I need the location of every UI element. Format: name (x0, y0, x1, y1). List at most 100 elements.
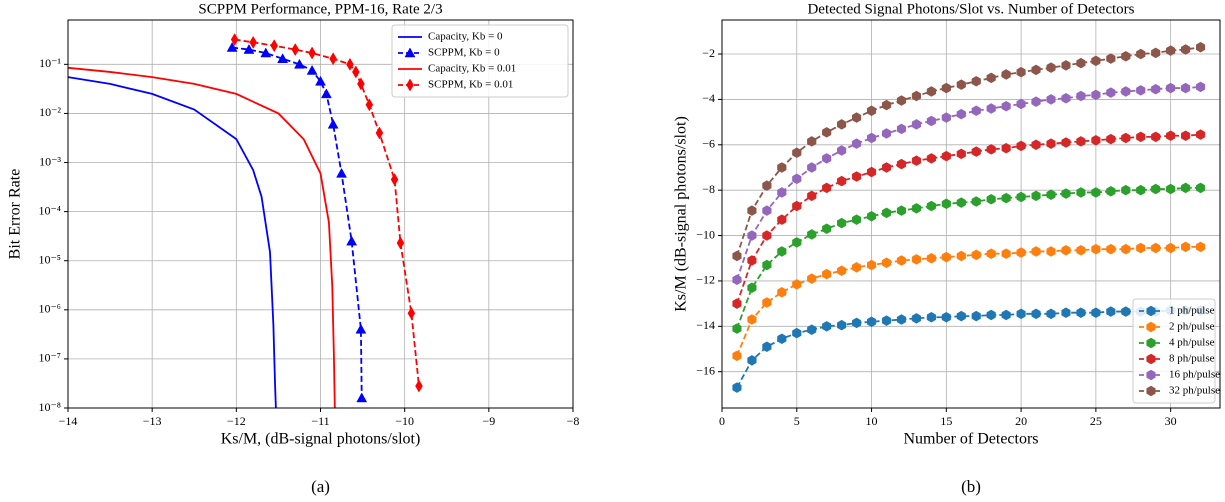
marker (852, 112, 862, 123)
caption: (a) (311, 477, 330, 496)
marker (762, 297, 772, 308)
marker (837, 145, 847, 156)
marker (866, 132, 877, 144)
marker (762, 341, 772, 353)
marker (230, 33, 239, 47)
marker (1166, 242, 1176, 254)
marker (956, 250, 966, 262)
marker (747, 230, 757, 241)
marker (415, 379, 423, 393)
marker (807, 190, 817, 202)
marker (1091, 243, 1101, 255)
marker (1031, 96, 1041, 107)
marker (747, 255, 757, 266)
y-tick-label: −2 (702, 46, 715, 60)
marker (1061, 92, 1071, 104)
x-axis-label: Ks/M, (dB-signal photons/slot) (221, 431, 421, 448)
plot-area (68, 33, 423, 408)
marker (911, 203, 921, 214)
marker (1151, 131, 1161, 143)
chart-title: Detected Signal Photons/Slot vs. Number … (807, 1, 1134, 17)
marker (1001, 309, 1011, 321)
marker (1151, 242, 1161, 254)
marker (1151, 47, 1161, 59)
marker (1046, 246, 1056, 257)
marker (1146, 337, 1156, 349)
marker (747, 205, 757, 216)
marker (1016, 66, 1026, 78)
y-tick-label: 10⁻⁴ (38, 203, 61, 217)
marker (732, 350, 742, 362)
marker (792, 200, 802, 212)
marker (941, 251, 951, 263)
marker (1195, 41, 1206, 53)
marker (1181, 241, 1191, 253)
marker (807, 273, 817, 284)
marker (1061, 188, 1071, 199)
marker (375, 126, 384, 140)
marker (308, 46, 316, 60)
marker (807, 229, 817, 240)
marker (822, 127, 832, 138)
marker (1136, 242, 1146, 254)
series-line (736, 86, 1201, 281)
marker (1001, 248, 1011, 259)
marker (866, 166, 877, 178)
marker (1091, 134, 1101, 146)
x-tick-label: −8 (567, 414, 580, 428)
marker (1031, 139, 1041, 151)
marker (336, 167, 347, 178)
marker (866, 210, 877, 222)
marker (1181, 182, 1191, 194)
marker (306, 64, 318, 75)
x-tick-label: 5 (794, 414, 800, 428)
marker (357, 77, 365, 91)
marker (1031, 64, 1041, 76)
marker (941, 311, 951, 323)
x-tick-label: −13 (143, 414, 162, 428)
x-tick-label: 0 (719, 414, 725, 428)
marker (270, 39, 278, 53)
series-line (736, 187, 1201, 329)
marker (837, 319, 847, 331)
marker (294, 58, 305, 69)
marker (1106, 87, 1116, 98)
y-tick-label: −4 (702, 91, 715, 105)
marker (732, 298, 742, 309)
marker (896, 314, 907, 325)
marker (1091, 55, 1101, 67)
y-tick-label: −10 (696, 227, 715, 241)
marker (971, 249, 981, 261)
marker (747, 314, 757, 325)
marker (1016, 247, 1026, 258)
legend-label: Capacity, Kb = 0.01 (428, 63, 516, 75)
marker (792, 173, 802, 185)
marker (956, 310, 966, 322)
marker (732, 250, 742, 262)
marker (732, 382, 742, 393)
marker (926, 252, 936, 264)
x-tick-label: 10 (866, 414, 878, 428)
marker (777, 246, 787, 257)
marker (777, 286, 787, 298)
marker (1121, 243, 1131, 255)
marker (941, 198, 951, 210)
legend: 1 ph/pulse 2 ph/pulse 4 ph/pulse 8 ph/pulse… (1132, 298, 1220, 404)
marker (971, 310, 981, 322)
marker (1166, 183, 1176, 195)
marker (1076, 245, 1086, 256)
marker (1121, 86, 1131, 97)
marker (941, 82, 951, 94)
marker (404, 47, 416, 58)
marker (260, 47, 272, 58)
x-tick-label: 15 (940, 414, 952, 428)
marker (1136, 131, 1146, 143)
y-tick-label: 10⁻⁵ (38, 252, 61, 266)
legend-label: 16 ph/pulse (1169, 369, 1220, 381)
marker (986, 144, 996, 155)
marker (852, 171, 862, 182)
marker (807, 136, 817, 147)
marker (327, 118, 339, 129)
marker (941, 150, 951, 162)
marker (1146, 385, 1156, 397)
